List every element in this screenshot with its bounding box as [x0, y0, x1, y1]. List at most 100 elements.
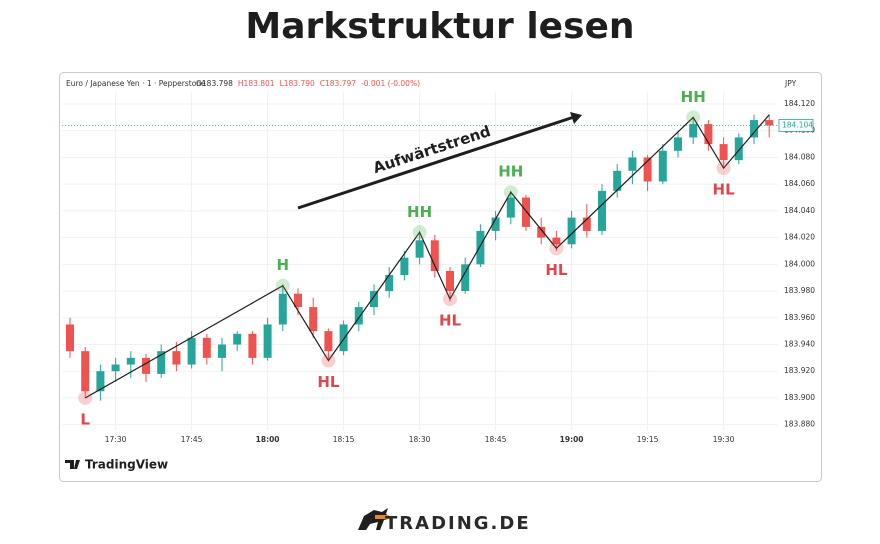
candle-body: [339, 324, 348, 352]
candle-body: [111, 364, 120, 372]
ohlc-value: -0.001 (-0.00%): [361, 79, 420, 88]
x-tick-label: 18:30: [409, 435, 431, 444]
candle-body: [294, 293, 302, 308]
ohlc-value: O183.798: [196, 79, 233, 88]
y-tick-label: 184.020: [784, 233, 815, 242]
swing-label: H: [277, 256, 290, 274]
last-price-box: [778, 118, 814, 132]
swings: L H HL HH HL HH HL HH HL: [78, 88, 770, 428]
candle-body: [263, 324, 272, 358]
y-tick-label: 184.060: [784, 179, 815, 188]
chart-title: Markstruktur lesen: [245, 6, 634, 47]
candle-body: [765, 120, 774, 126]
candle-body: [446, 271, 454, 292]
candle-body: [415, 240, 424, 258]
candle-body: [309, 307, 318, 332]
ohlc-value: H183.801: [238, 79, 275, 88]
trend-arrow: [297, 115, 575, 210]
arrow-head: [570, 112, 582, 124]
swing-point: [275, 278, 290, 293]
footer-brand: TRADING.DE: [385, 513, 531, 534]
candle-body: [643, 157, 652, 182]
candle-body: [506, 197, 515, 218]
tv-icon: [65, 460, 80, 469]
y-tick-label: 184.080: [784, 152, 815, 161]
candle-body: [233, 333, 242, 345]
candle-body: [172, 351, 181, 365]
candle-body: [370, 291, 378, 308]
x-tick-label: 18:00: [256, 435, 280, 444]
candle-body: [126, 357, 135, 365]
candles: 184.104: [62, 114, 814, 401]
candle-body: [582, 217, 591, 231]
y-tick-label: 183.960: [784, 313, 815, 322]
y-tick-label: 183.900: [784, 393, 815, 402]
candle-body: [537, 226, 546, 238]
candle-body: [142, 357, 150, 374]
ohlc-value: L183.790: [280, 79, 315, 88]
candle-body: [750, 120, 758, 138]
candle-body: [552, 237, 561, 245]
candle-body: [400, 257, 409, 276]
candle-body: [689, 124, 698, 138]
tv-logo: TradingView: [65, 458, 168, 472]
swing-label: HL: [713, 181, 736, 199]
candle-body: [248, 333, 257, 358]
symbol: Euro / Japanese Yen · 1 · Pepperstone: [66, 79, 206, 88]
candle-body: [598, 190, 606, 231]
header: Euro / Japanese Yen · 1 · Pepperstone O1…: [66, 79, 420, 88]
grid: 183.880 183.900 183.920 183.940 183.960 183.9…: [62, 92, 815, 444]
x-tick-label: 18:15: [333, 435, 355, 444]
swing-label: HH: [498, 163, 523, 181]
swing-label: HH: [681, 88, 706, 106]
candle-body: [278, 293, 287, 325]
swing-point: [78, 390, 93, 405]
y-tick-label: 183.920: [784, 366, 815, 375]
swing-label: HH: [407, 203, 432, 221]
candle-body: [628, 157, 637, 171]
x-tick-label: 17:45: [181, 435, 203, 444]
swing-label: L: [80, 410, 90, 428]
swing-point: [716, 161, 731, 176]
swing-point: [321, 353, 336, 368]
candle-body: [734, 137, 743, 161]
candle-body: [704, 124, 713, 145]
candle-body: [187, 337, 196, 365]
x-tick-label: 18:45: [485, 435, 507, 444]
y-tick-label: 184.120: [784, 99, 815, 108]
swing-label: HL: [439, 312, 462, 330]
swing-point: [686, 110, 701, 125]
swing-point: [412, 225, 427, 240]
y-tick-label: 184.000: [784, 259, 815, 268]
candle-body: [719, 144, 728, 161]
swing-label: HL: [317, 373, 340, 391]
x-tick-label: 19:15: [637, 435, 659, 444]
bull-accent: [375, 515, 389, 519]
candle-body: [613, 170, 622, 191]
candle-body: [567, 217, 576, 245]
candle-body: [81, 351, 90, 392]
y-tick-label: 184.040: [784, 206, 815, 215]
candle-body: [674, 137, 682, 151]
candle-body: [157, 351, 166, 374]
y-tick-label: 183.940: [784, 339, 815, 348]
candle-body: [658, 150, 667, 182]
candle-body: [461, 264, 470, 292]
currency: JPY: [784, 79, 797, 88]
swing-point: [549, 241, 564, 256]
candle-body: [354, 307, 363, 325]
ohlc-value: C183.797: [320, 79, 356, 88]
x-tick-label: 19:30: [713, 435, 735, 444]
candle-body: [202, 337, 211, 358]
candle-body: [476, 230, 485, 265]
x-tick-label: 17:30: [105, 435, 127, 444]
swing-point: [443, 292, 457, 307]
candle-body: [324, 331, 333, 352]
swing-label: HL: [545, 261, 568, 279]
swing-point: [503, 185, 518, 200]
footer-logo: TRADING.DE: [358, 508, 531, 534]
brand: TradingView: [85, 458, 168, 472]
swing-line: [84, 114, 770, 399]
candle-body: [522, 197, 530, 227]
